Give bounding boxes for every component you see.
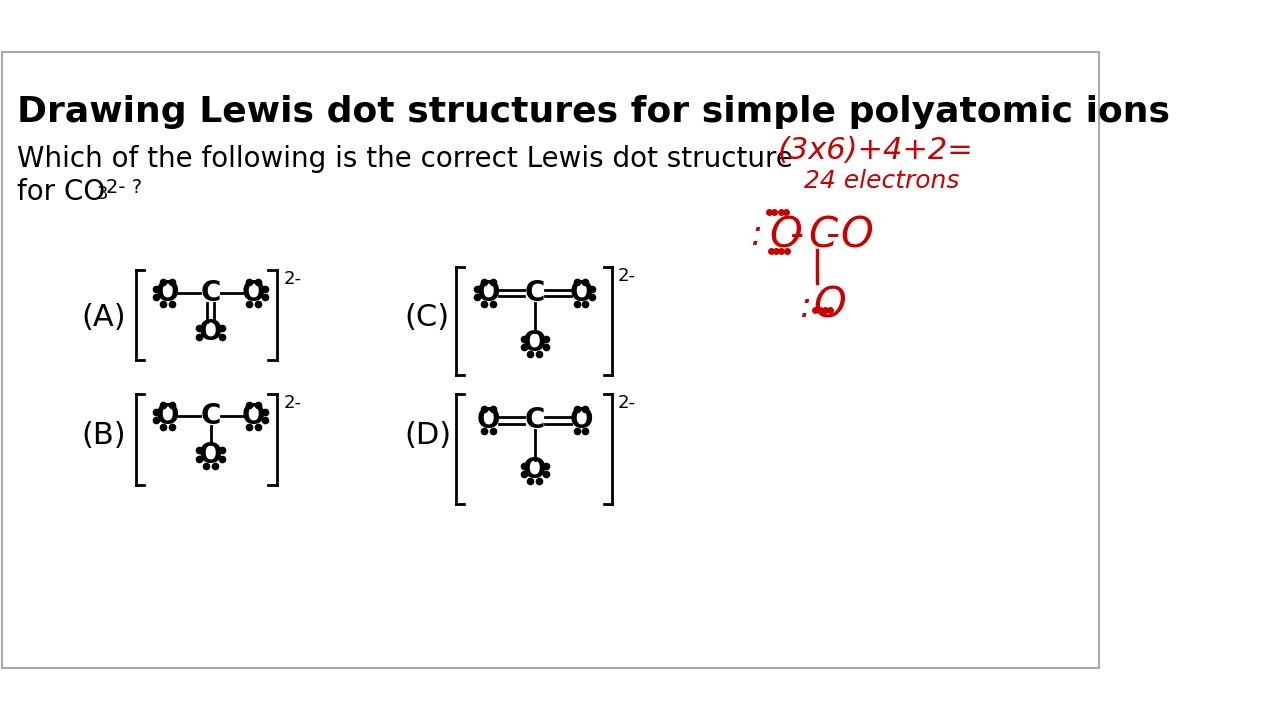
Text: :: : (800, 289, 812, 323)
Text: (C): (C) (404, 302, 449, 331)
Text: O: O (813, 284, 846, 326)
Text: O: O (198, 318, 223, 346)
Text: C: C (808, 215, 837, 256)
Text: 3: 3 (96, 186, 108, 204)
Text: for CO: for CO (17, 178, 105, 206)
Text: -: - (826, 216, 840, 254)
Text: (B): (B) (82, 421, 127, 450)
Text: Drawing Lewis dot structures for simple polyatomic ions: Drawing Lewis dot structures for simple … (17, 95, 1170, 129)
Text: C: C (201, 279, 221, 307)
Text: O: O (242, 402, 265, 430)
Text: O: O (198, 441, 223, 469)
Text: O: O (476, 279, 500, 307)
Text: -: - (790, 216, 803, 254)
Text: O: O (242, 279, 265, 307)
Text: 2-: 2- (284, 395, 302, 413)
Text: 2-: 2- (284, 270, 302, 288)
Text: Which of the following is the correct Lewis dot structure: Which of the following is the correct Le… (17, 145, 794, 173)
Text: O: O (156, 402, 179, 430)
Text: O: O (841, 215, 873, 256)
Text: (3x6)+4+2=: (3x6)+4+2= (778, 137, 974, 166)
Text: O: O (524, 456, 547, 484)
Text: (D): (D) (404, 421, 451, 450)
Text: (A): (A) (82, 302, 127, 331)
Text: O: O (524, 329, 547, 357)
Text: :: : (750, 218, 762, 252)
Text: 2-: 2- (617, 395, 635, 413)
Text: O: O (769, 215, 803, 256)
Text: C: C (201, 402, 221, 430)
Text: 2- ?: 2- ? (106, 178, 142, 197)
Text: C: C (525, 279, 545, 307)
Text: 2-: 2- (617, 267, 635, 285)
Text: C: C (525, 406, 545, 434)
Text: O: O (570, 406, 593, 434)
Text: 24 electrons: 24 electrons (804, 169, 959, 193)
Text: O: O (156, 279, 179, 307)
Text: O: O (476, 406, 500, 434)
Text: O: O (570, 279, 593, 307)
